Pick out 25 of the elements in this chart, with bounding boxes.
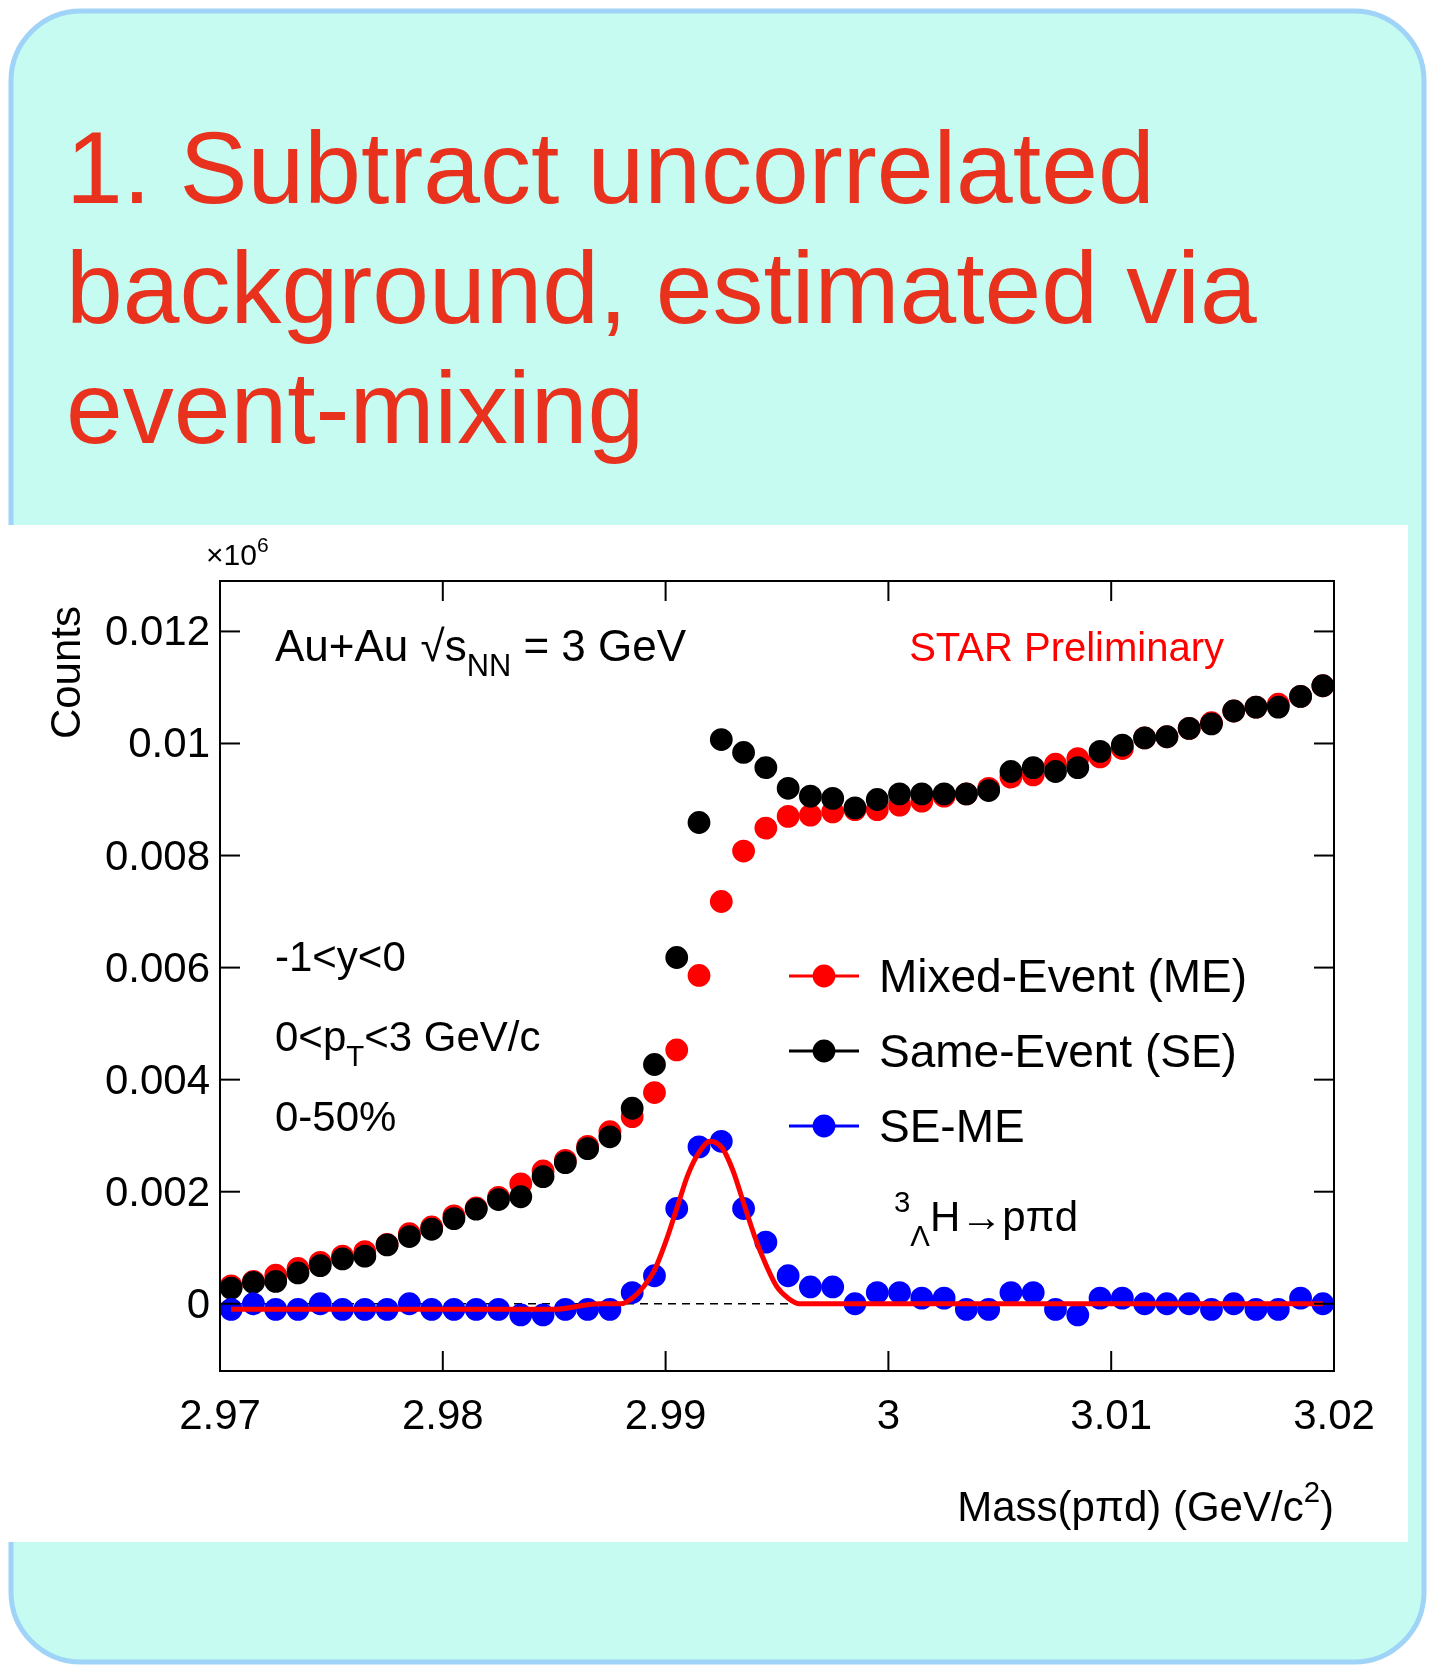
y-tick-label: 0.006: [104, 943, 210, 991]
legend-label: Mixed-Event (ME): [879, 950, 1248, 1002]
x-tick-label: 2.99: [624, 1391, 707, 1438]
y-tick-label: 0.01: [128, 719, 210, 767]
y-tick-label: 0.008: [104, 831, 210, 879]
annotation: -1<y<0: [275, 933, 406, 980]
legend-label: SE-ME: [879, 1100, 1025, 1152]
x-tick-label: 3.01: [1070, 1391, 1153, 1438]
annotation: 0-50%: [275, 1093, 397, 1140]
y-axis-title: Counts: [42, 606, 89, 740]
x-axis-title: Mass(pπd) (GeV/c$^{2}$): [957, 1475, 1334, 1530]
y-tick-label: 0.012: [104, 607, 210, 655]
y-tick-label: 0: [186, 1279, 210, 1327]
x-tick-label: 3.02: [1293, 1391, 1375, 1438]
legend-label: Same-Event (SE): [879, 1025, 1237, 1077]
chart-title: 1. Subtract uncorrelated background, estimated via event-mixing: [66, 111, 1257, 465]
annotation: Au+Au √s$_{NN}$ = 3 GeV: [275, 621, 687, 684]
annotation: STAR Preliminary: [909, 625, 1224, 669]
y-tick-label: 0.002: [104, 1167, 210, 1215]
annotation: 0<p$_{T}$<3 GeV/c: [275, 1013, 541, 1072]
x-tick-label: 3: [876, 1391, 901, 1438]
text: ×10$^{6}$: [206, 532, 269, 571]
x-tick-label: 2.97: [179, 1391, 261, 1438]
x-tick-label: 2.98: [401, 1391, 484, 1438]
y-tick-label: 0.004: [104, 1055, 210, 1103]
